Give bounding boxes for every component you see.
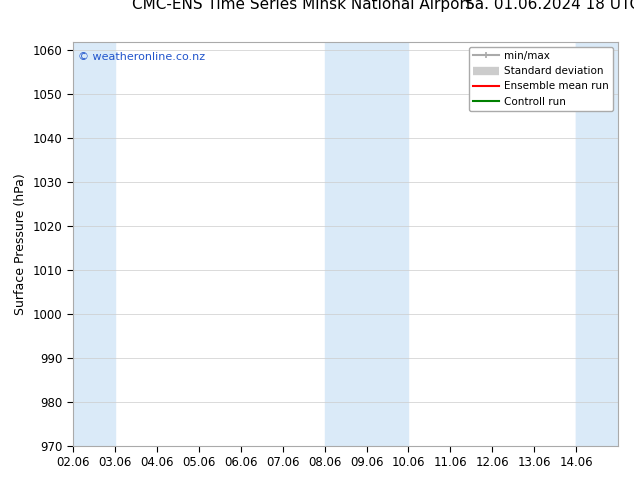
Text: CMC-ENS Time Series Minsk National Airport: CMC-ENS Time Series Minsk National Airpo… xyxy=(132,0,472,12)
Bar xyxy=(73,42,115,446)
Text: Sa. 01.06.2024 18 UTC: Sa. 01.06.2024 18 UTC xyxy=(465,0,634,12)
Bar xyxy=(576,42,618,446)
Text: © weatheronline.co.nz: © weatheronline.co.nz xyxy=(79,52,205,62)
Bar xyxy=(576,42,618,446)
Bar xyxy=(325,42,408,446)
Legend: min/max, Standard deviation, Ensemble mean run, Controll run: min/max, Standard deviation, Ensemble me… xyxy=(469,47,613,111)
Y-axis label: Surface Pressure (hPa): Surface Pressure (hPa) xyxy=(14,173,27,315)
